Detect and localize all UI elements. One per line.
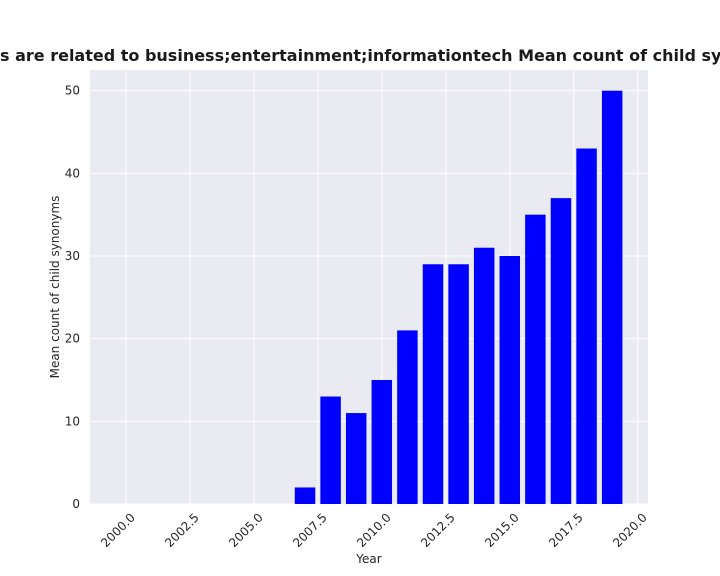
x-tick-label: 2015.0 — [482, 510, 522, 550]
y-tick-label: 50 — [65, 84, 80, 98]
x-tick-label: 2012.5 — [418, 510, 458, 550]
y-tick-label: 30 — [65, 249, 80, 263]
bar-2007 — [294, 487, 316, 504]
x-tick-label: 2017.5 — [546, 510, 586, 550]
chart-title-text: s are related to business;entertainment;… — [0, 46, 720, 65]
bar-2019 — [601, 90, 623, 505]
y-axis: 0 10 20 30 40 50 — [65, 84, 80, 511]
bar-2009 — [345, 413, 367, 504]
x-tick-label: 2002.5 — [162, 510, 202, 550]
y-tick-label: 20 — [65, 332, 80, 346]
bar-2011 — [397, 330, 418, 504]
y-tick-label: 40 — [65, 166, 80, 180]
x-axis: 2000.0 2002.5 2005.0 2007.5 2010.0 2012.5 2015… — [98, 510, 650, 550]
x-tick-label: 2020.0 — [610, 510, 650, 550]
bar-2014 — [473, 247, 495, 504]
chart-title: s are related to business;entertainment;… — [0, 46, 720, 70]
x-tick-label: 2007.5 — [290, 510, 330, 550]
y-tick-label: 0 — [72, 497, 80, 511]
x-axis-label: Year — [355, 552, 381, 566]
bar-2010 — [371, 380, 393, 504]
x-tick-label: 2010.0 — [354, 510, 394, 550]
bar-2016 — [525, 214, 546, 504]
y-tick-label: 10 — [65, 414, 80, 428]
bar-2013 — [448, 264, 469, 504]
bars — [294, 90, 623, 505]
bar-2018 — [576, 148, 597, 505]
y-axis-label: Mean count of child synonyms — [48, 196, 62, 379]
x-tick-label: 2000.0 — [98, 510, 138, 550]
bar-2017 — [550, 198, 572, 504]
bar-2012 — [422, 264, 444, 504]
bar-2008 — [320, 396, 341, 504]
bar-2015 — [499, 256, 521, 504]
x-tick-label: 2005.0 — [226, 510, 266, 550]
